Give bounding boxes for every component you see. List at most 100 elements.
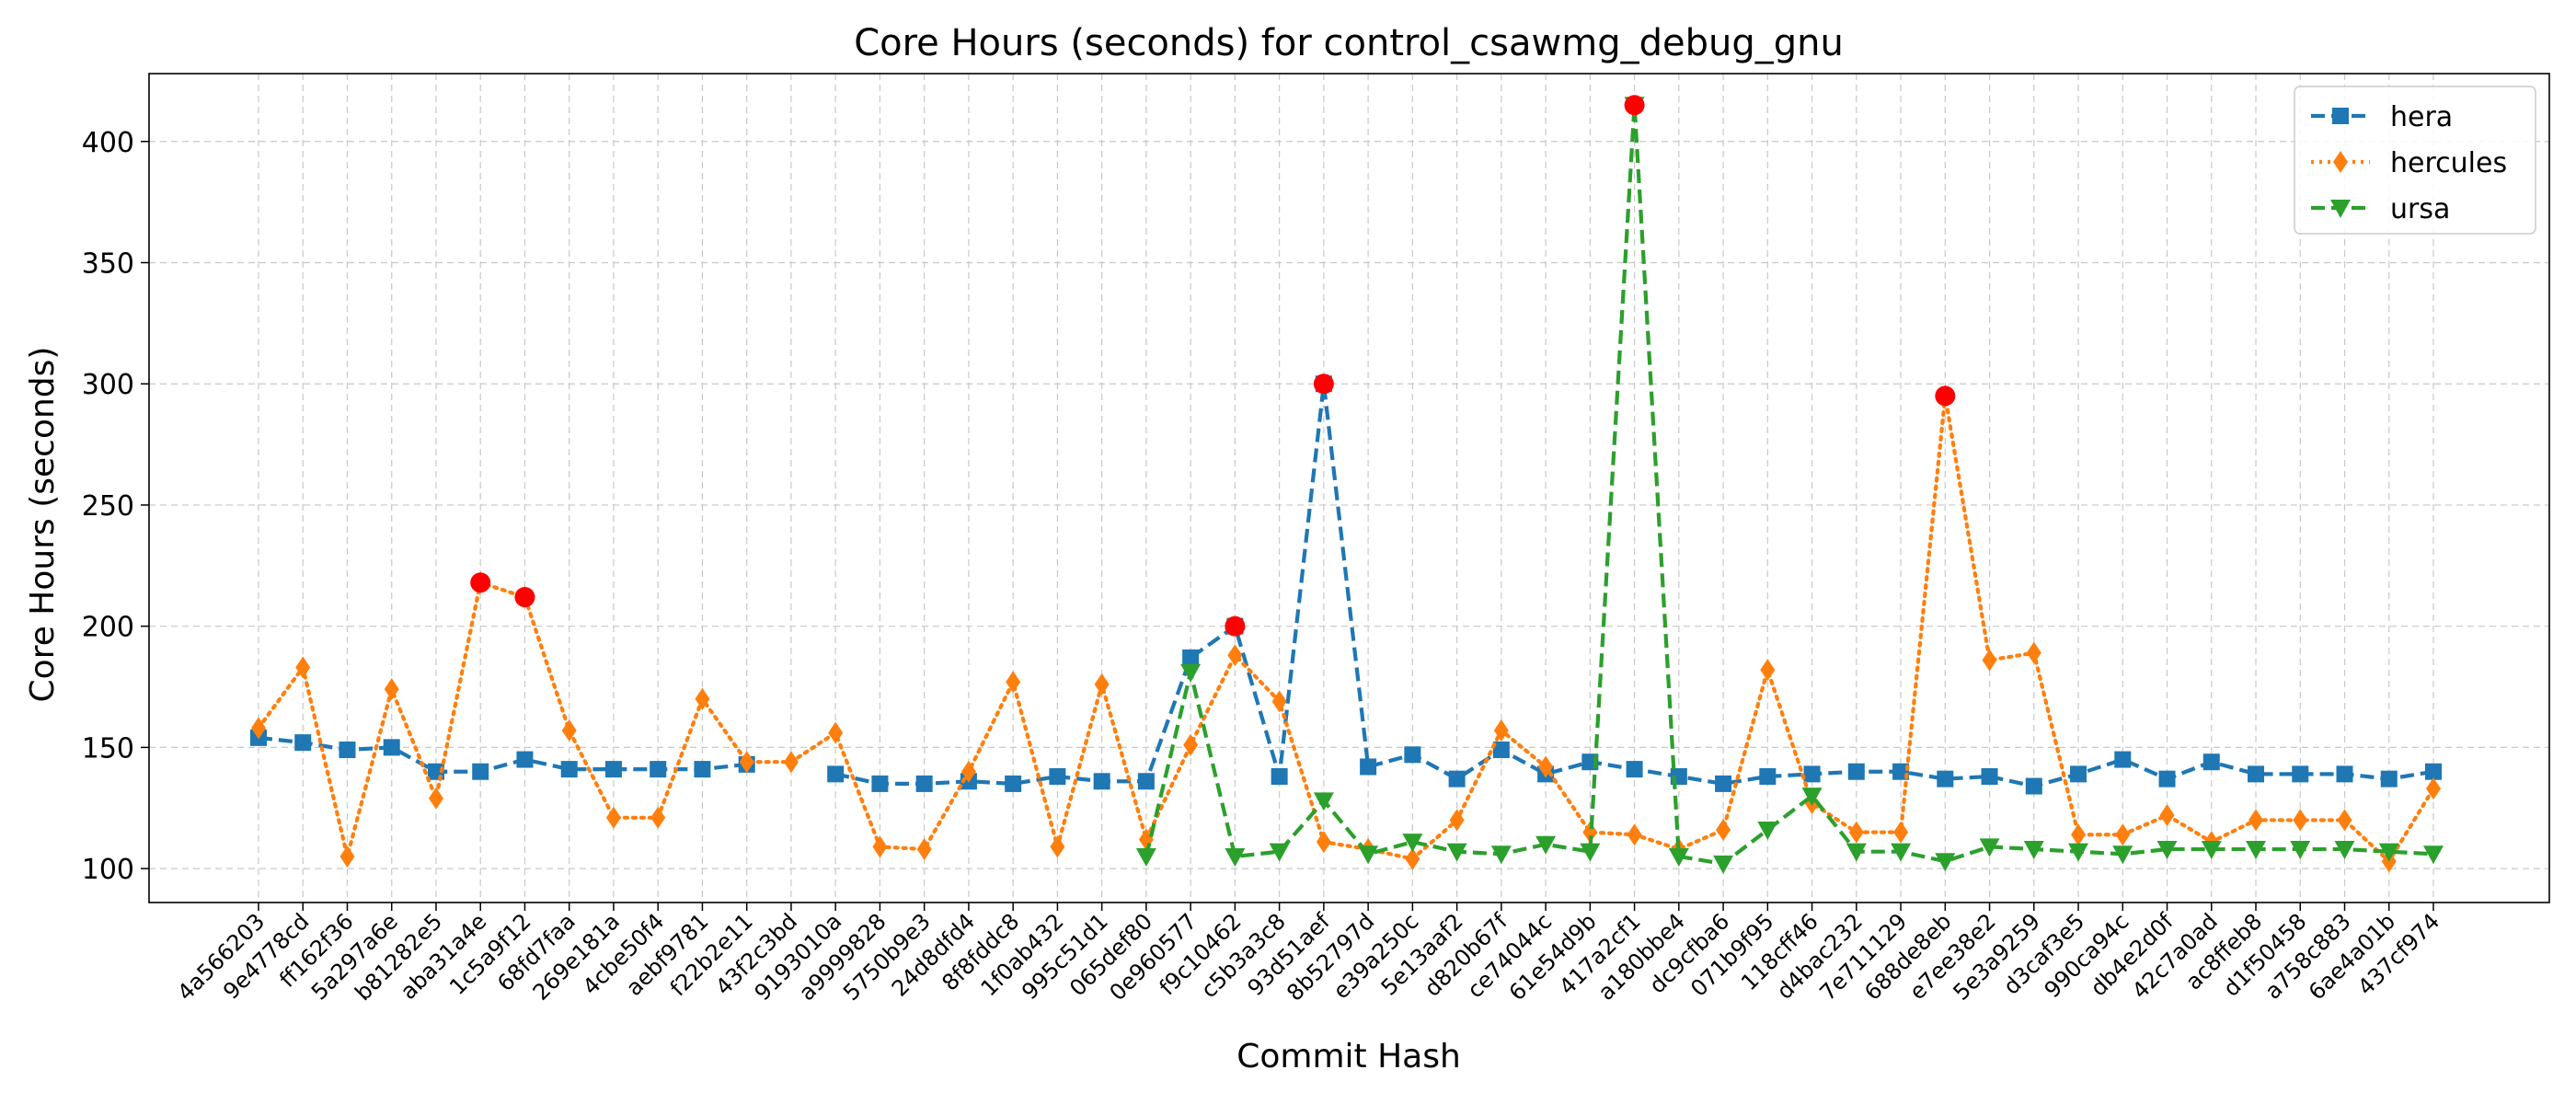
data-point-hercules xyxy=(2426,777,2441,800)
data-point-hercules xyxy=(650,806,666,829)
data-point-ursa xyxy=(2334,841,2355,860)
data-point-hercules xyxy=(251,717,266,740)
data-point-hercules xyxy=(428,787,443,810)
data-point-ursa xyxy=(1713,855,1734,874)
data-point-hercules xyxy=(384,678,399,701)
data-point-ursa xyxy=(1801,788,1823,807)
data-point-hercules xyxy=(2293,809,2308,832)
data-point-ursa xyxy=(1446,843,1467,862)
series-line-ursa xyxy=(1144,105,2434,867)
legend-box xyxy=(2294,86,2536,235)
data-point-ursa xyxy=(1891,843,1912,862)
data-point-hercules xyxy=(1449,809,1465,832)
data-point-hercules xyxy=(2337,809,2352,832)
data-point-hercules xyxy=(339,845,355,868)
data-point-hera xyxy=(294,734,312,752)
outlier-point xyxy=(1225,615,1246,637)
data-point-hera xyxy=(2380,770,2398,788)
data-point-hera xyxy=(1626,761,1643,778)
y-tick-label: 300 xyxy=(82,369,134,401)
data-point-hera xyxy=(1093,773,1110,790)
plot-frame xyxy=(148,73,2550,903)
data-point-hercules xyxy=(2115,823,2131,846)
data-point-ursa xyxy=(1358,845,1379,865)
data-point-ursa xyxy=(2423,845,2444,865)
data-point-hera xyxy=(2070,765,2087,783)
data-point-ursa xyxy=(1269,843,1290,862)
legend-label-hera: hera xyxy=(2390,101,2453,133)
data-point-hercules xyxy=(1006,671,1021,694)
data-point-hercules xyxy=(1982,649,1997,672)
data-point-ursa xyxy=(2378,843,2399,862)
data-point-hercules xyxy=(783,751,799,774)
data-point-hercules xyxy=(1227,644,1243,667)
data-point-hercules xyxy=(2248,809,2264,832)
legend: hera hercules ursa xyxy=(2294,86,2536,235)
data-point-hera xyxy=(1404,746,1421,764)
data-point-hera xyxy=(827,765,845,783)
data-point-hera xyxy=(2292,765,2309,783)
data-point-ursa xyxy=(2156,841,2178,860)
y-tick-label: 350 xyxy=(82,247,134,280)
data-point-ursa xyxy=(1668,847,1689,867)
data-point-hercules xyxy=(916,838,932,861)
data-point-hercules xyxy=(295,656,311,679)
data-point-hercules xyxy=(695,687,710,710)
data-point-hera xyxy=(694,761,711,778)
series-hera xyxy=(250,375,2442,795)
data-point-hercules xyxy=(1094,673,1110,696)
data-point-hercules xyxy=(2071,823,2087,846)
y-tick-label: 150 xyxy=(82,732,134,765)
data-point-ursa xyxy=(1402,834,1423,853)
data-point-hera xyxy=(2025,777,2042,795)
chart-title: Core Hours (seconds) for control_csawmg_… xyxy=(854,22,1844,64)
data-point-hercules xyxy=(2026,641,2041,664)
data-point-hera xyxy=(383,739,400,756)
data-point-ursa xyxy=(1225,847,1246,867)
data-point-ursa xyxy=(1846,843,1867,862)
data-point-hera xyxy=(1448,770,1466,788)
outlier-point xyxy=(1935,385,1956,407)
data-point-hercules xyxy=(1183,733,1199,756)
series-ursa xyxy=(1135,97,2444,874)
data-point-hera xyxy=(1715,775,1732,792)
data-point-hera xyxy=(1759,768,1777,786)
y-tick-label: 250 xyxy=(82,490,134,523)
legend-marker-ursa xyxy=(2330,200,2351,218)
data-point-hera xyxy=(1360,758,1377,776)
data-point-hercules xyxy=(960,760,976,783)
data-point-ursa xyxy=(2290,841,2311,860)
data-point-ursa xyxy=(1135,847,1156,867)
data-point-hera xyxy=(1937,770,1954,788)
data-point-ursa xyxy=(2201,841,2222,860)
legend-marker-hercules xyxy=(2333,151,2348,173)
data-point-hercules xyxy=(1271,690,1287,713)
data-point-hercules xyxy=(1405,847,1420,870)
data-point-hera xyxy=(1847,763,1865,780)
legend-label-ursa: ursa xyxy=(2390,193,2450,225)
data-point-hera xyxy=(2248,765,2265,783)
data-point-ursa xyxy=(2246,841,2267,860)
legend-marker-hera xyxy=(2332,108,2349,124)
data-point-hera xyxy=(1182,649,1200,666)
y-tick-label: 200 xyxy=(82,612,134,644)
outlier-point xyxy=(1624,95,1645,116)
legend-label-hercules: hercules xyxy=(2390,147,2507,179)
data-point-hera xyxy=(1981,768,1998,786)
data-point-hera xyxy=(871,775,889,792)
data-point-hercules xyxy=(1893,821,1909,844)
data-point-ursa xyxy=(1535,835,1557,855)
data-point-hera xyxy=(604,761,622,778)
data-point-ursa xyxy=(1580,843,1601,862)
data-point-ursa xyxy=(2068,843,2089,862)
data-point-hercules xyxy=(1050,835,1065,858)
data-point-ursa xyxy=(1979,838,2000,857)
data-point-hera xyxy=(2425,763,2442,780)
data-point-hera xyxy=(1137,773,1155,790)
data-point-hera xyxy=(516,751,534,768)
data-point-hera xyxy=(2336,765,2353,783)
data-point-ursa xyxy=(2112,845,2133,865)
data-point-hera xyxy=(472,763,489,780)
data-point-hera xyxy=(339,742,356,759)
